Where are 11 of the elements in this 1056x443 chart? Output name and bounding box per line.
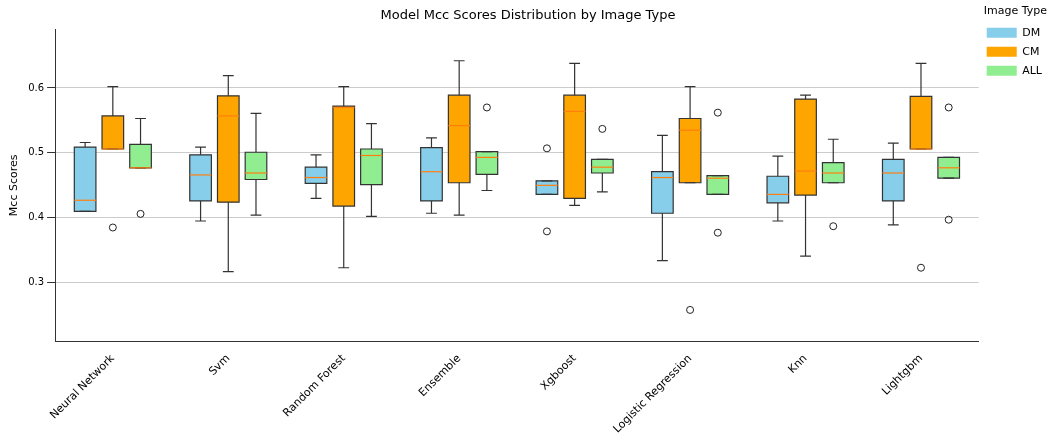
legend-label: ALL [1022,63,1043,77]
chart-title: Model Mcc Scores Distribution by Image Type [380,7,676,23]
legend-label: CM [1022,44,1040,58]
x-tick-label: Knn [785,351,810,376]
y-tick-label: 0.4 [28,211,45,223]
y-axis-title: Mcc Scores [7,154,21,217]
legend-label: DM [1022,25,1041,39]
legend-title: Image Type [983,4,1048,18]
y-tick-label: 0.6 [28,81,45,93]
y-tick-label: 0.3 [28,276,45,288]
y-tick-label: 0.5 [28,146,45,158]
